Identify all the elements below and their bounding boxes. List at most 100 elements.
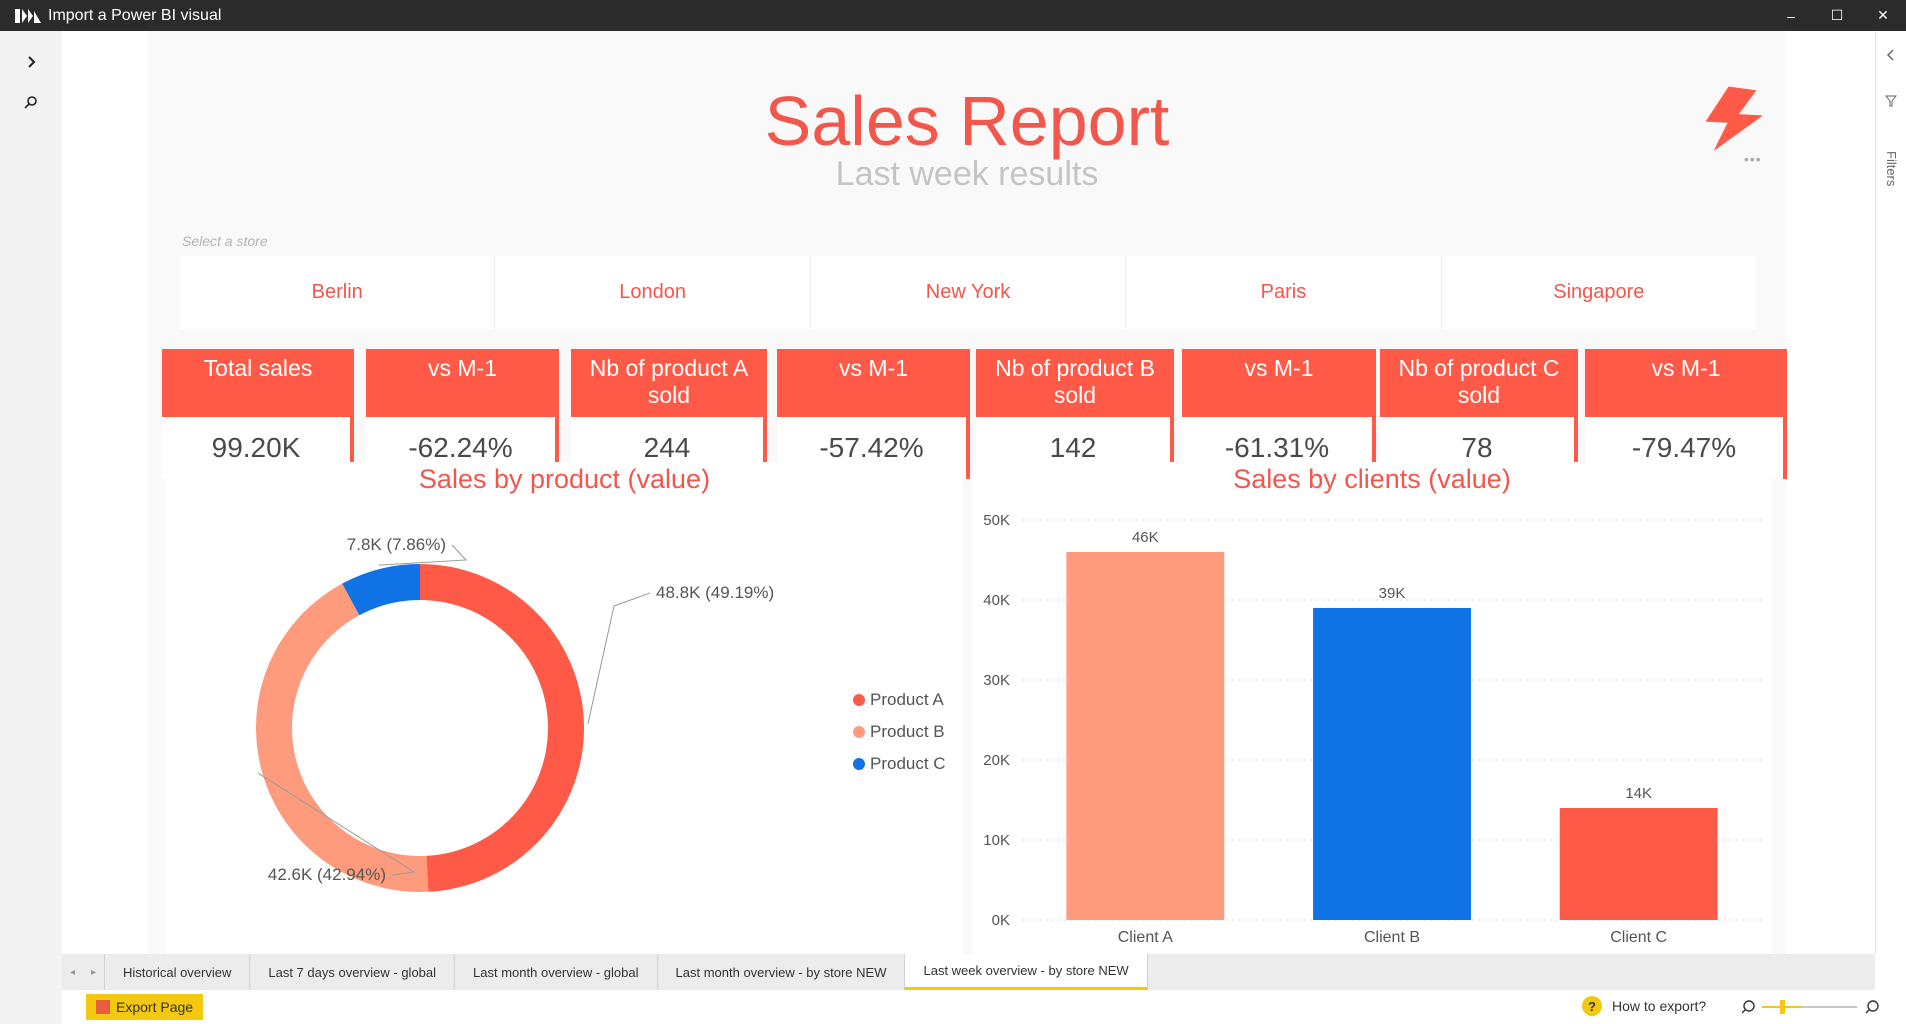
bar[interactable] <box>1559 808 1718 920</box>
kpi-label: Nb of product A sold <box>571 349 767 417</box>
slicer-item-singapore[interactable]: Singapore <box>1441 256 1757 329</box>
slicer-item-london[interactable]: London <box>495 256 811 329</box>
zoom-out-icon <box>1743 1000 1755 1012</box>
legend-item[interactable]: Product C <box>853 748 946 780</box>
chart-title: Sales by product (value) <box>418 464 711 494</box>
donut-slice[interactable] <box>256 583 429 892</box>
kpi-label: vs M-1 <box>1182 349 1376 417</box>
tab-next-icon[interactable]: ▸ <box>90 966 97 978</box>
zoom-slider[interactable] <box>1742 998 1882 1016</box>
filters-pane[interactable]: Filters <box>1875 31 1906 954</box>
left-rail <box>0 31 62 1024</box>
filters-label: Filters <box>1884 151 1899 187</box>
chevron-left-icon[interactable] <box>1886 49 1896 61</box>
legend-item[interactable]: Product A <box>853 684 946 716</box>
donut-legend: Product A Product B Product C <box>853 684 946 780</box>
slicer-item-new-york[interactable]: New York <box>810 256 1127 329</box>
kpi-card: vs M-1 -61.31% <box>1182 349 1376 479</box>
x-tick-label: Client B <box>1364 929 1420 946</box>
y-tick-label: 0K <box>992 912 1010 929</box>
app-logo-icon <box>15 8 41 23</box>
zoom-thumb <box>1780 1000 1785 1014</box>
legend-dot-icon <box>853 694 865 706</box>
chart-title: Sales by clients (value) <box>1233 464 1511 494</box>
y-tick-label: 20K <box>983 752 1010 769</box>
bar-chart: 0K 10K 20K 30K 40K 50K 46K Client A 39K Client B 1… <box>983 512 1762 946</box>
kpi-card: Nb of product C sold 78 <box>1380 349 1578 479</box>
page-tabs: ◂ ▸ Historical overview Last 7 days over… <box>62 954 1875 990</box>
x-tick-label: Client A <box>1118 929 1173 946</box>
search-button[interactable] <box>16 87 46 117</box>
x-tick-label: Client C <box>1610 929 1667 946</box>
kpi-label: vs M-1 <box>366 349 559 417</box>
kpi-card: vs M-1 -79.47% <box>1585 349 1787 479</box>
bar[interactable] <box>1313 608 1471 920</box>
data-label-leader <box>257 772 416 876</box>
help-link[interactable]: ? How to export? <box>1582 996 1706 1016</box>
kpi-card: Nb of product A sold 244 <box>571 349 767 479</box>
tab-last-month-global[interactable]: Last month overview - global <box>454 954 657 990</box>
chevron-right-icon <box>28 56 36 68</box>
legend-label: Product C <box>870 754 946 773</box>
store-slicer: Berlin London New York Paris Singapore <box>180 256 1757 329</box>
search-icon <box>24 96 37 109</box>
donut-slice[interactable] <box>420 564 584 892</box>
more-options-icon[interactable]: ••• <box>1744 151 1762 167</box>
bar-data-label: 39K <box>1379 585 1406 602</box>
kpi-label: Nb of product C sold <box>1380 349 1578 417</box>
kpi-label: Total sales <box>162 349 354 417</box>
minimize-button[interactable]: – <box>1787 7 1795 24</box>
tab-last-week-by-store[interactable]: Last week overview - by store NEW <box>904 954 1148 990</box>
tab-prev-icon[interactable]: ◂ <box>69 966 76 978</box>
legend-label: Product B <box>870 722 945 741</box>
brand-bolt-icon <box>1705 86 1763 152</box>
data-label: 42.6K (42.94%) <box>268 865 386 884</box>
legend-dot-icon <box>853 726 865 738</box>
maximize-button[interactable]: ☐ <box>1830 7 1844 23</box>
data-label: 48.8K (49.19%) <box>656 583 774 602</box>
report-subtitle: Last week results <box>835 155 1099 193</box>
y-tick-label: 30K <box>983 672 1010 689</box>
bar-data-label: 14K <box>1625 785 1652 802</box>
data-label: 7.8K (7.86%) <box>347 535 446 554</box>
legend-label: Product A <box>870 690 944 709</box>
zoom-in-icon <box>1867 1000 1879 1012</box>
slicer-item-paris[interactable]: Paris <box>1126 256 1442 329</box>
data-label-leader <box>378 544 468 566</box>
kpi-label: vs M-1 <box>1585 349 1787 417</box>
kpi-card: vs M-1 -57.42% <box>777 349 970 479</box>
kpi-card: Total sales 99.20K <box>162 349 354 479</box>
kpi-card: Nb of product B sold 142 <box>976 349 1174 479</box>
export-icon <box>96 1000 110 1014</box>
bar-chart-panel: Sales by clients (value) 0K 10K 20K 30K 40K 5… <box>972 462 1772 954</box>
legend-dot-icon <box>853 758 865 770</box>
close-button[interactable]: ✕ <box>1877 7 1889 23</box>
status-bar: Export Page ? How to export? <box>62 990 1906 1024</box>
report-title: Sales Report <box>764 82 1170 160</box>
donut-chart-panel: Sales by product (value) 48.8K (49.19%) 4… <box>166 462 963 954</box>
window-title: Import a Power BI visual <box>48 6 222 24</box>
help-label: How to export? <box>1612 998 1707 1014</box>
tab-scroll-arrows[interactable]: ◂ ▸ <box>62 954 104 990</box>
tab-last-month-by-store[interactable]: Last month overview - by store NEW <box>656 954 905 990</box>
donut-slice[interactable] <box>342 564 420 616</box>
kpi-card: vs M-1 -62.24% <box>366 349 559 479</box>
slicer-label: Select a store <box>182 233 268 249</box>
export-label: Export Page <box>116 999 194 1015</box>
y-tick-label: 10K <box>983 832 1010 849</box>
bar-data-label: 46K <box>1132 529 1159 546</box>
help-icon: ? <box>1582 996 1602 1016</box>
y-tick-label: 40K <box>983 592 1010 609</box>
slicer-item-berlin[interactable]: Berlin <box>180 256 496 329</box>
legend-item[interactable]: Product B <box>853 716 946 748</box>
export-page-button[interactable]: Export Page <box>86 994 204 1020</box>
expand-nav-button[interactable] <box>16 47 46 77</box>
tab-last-7-days-global[interactable]: Last 7 days overview - global <box>249 954 455 990</box>
donut-chart: 48.8K (49.19%) 42.6K (42.94%) 7.8K (7.86%) <box>256 535 774 892</box>
data-label-leader <box>587 592 651 724</box>
kpi-label: vs M-1 <box>777 349 970 417</box>
filter-icon <box>1885 95 1897 107</box>
bar[interactable] <box>1066 552 1225 920</box>
tab-historical-overview[interactable]: Historical overview <box>104 954 250 990</box>
y-tick-label: 50K <box>983 512 1010 529</box>
